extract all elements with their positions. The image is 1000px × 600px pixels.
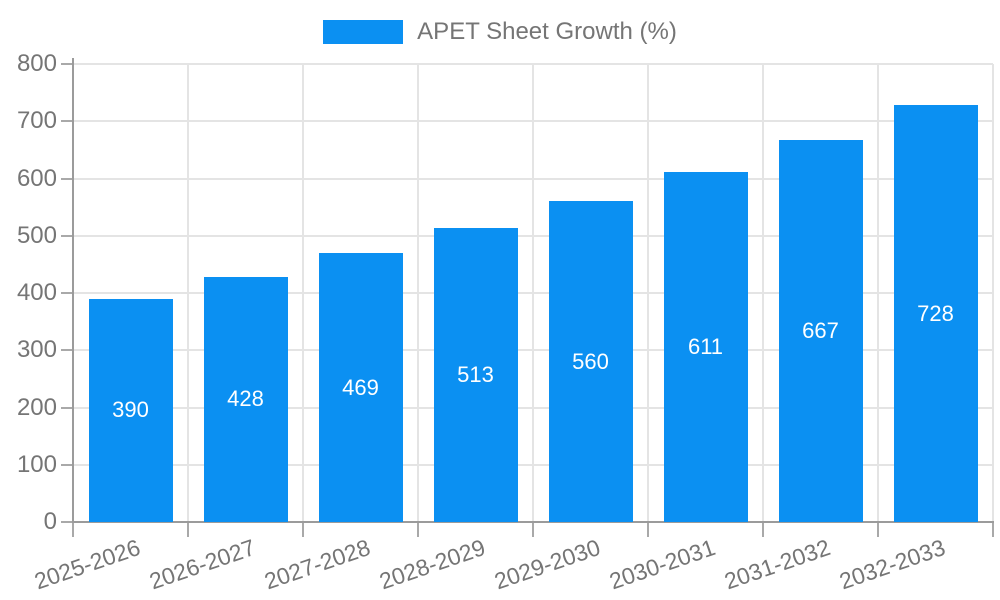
bar [88,298,173,522]
y-axis-tick [61,463,73,466]
gridline-vertical [302,64,304,522]
y-axis-tick [61,120,73,123]
bar [548,201,633,522]
bar-value-label: 667 [802,318,839,344]
bar [893,105,978,522]
y-axis-tick [61,521,73,523]
y-axis-tick-label: 0 [43,508,57,535]
y-axis-tick [61,292,73,294]
legend-swatch [323,20,404,44]
bar [203,276,288,522]
x-axis-tick [302,523,304,537]
x-axis-tick [72,523,74,537]
y-axis-tick [61,406,73,409]
legend-label: APET Sheet Growth (%) [417,18,677,45]
y-axis-tick-label: 500 [16,221,57,249]
gridline-vertical [992,64,994,522]
x-axis-tick [187,523,189,537]
y-axis-tick-label: 400 [16,279,57,306]
y-axis-tick-label: 200 [16,393,57,421]
bar [663,172,748,522]
y-axis-tick [61,177,73,180]
y-axis-tick-label: 800 [16,50,57,77]
bar-value-label: 560 [572,348,609,374]
bar-value-label: 469 [342,374,379,400]
x-axis-tick [762,523,764,537]
x-axis-tick [532,523,534,537]
y-axis-line [72,58,74,522]
gridline-vertical [532,64,534,522]
bar [433,228,518,522]
y-axis-tick-label: 700 [16,107,57,135]
y-axis-tick-label: 600 [16,164,57,192]
gridline-vertical [417,64,419,522]
gridline-vertical [647,64,649,522]
bar [778,140,863,522]
bar-value-label: 390 [112,397,149,423]
y-axis-tick [61,63,73,65]
y-axis-tick [61,234,73,237]
x-axis-tick [877,523,879,537]
x-axis-line [72,521,994,523]
y-axis-tick-label: 100 [16,450,57,478]
legend: APET Sheet Growth (%) [0,18,1000,46]
bar [318,253,403,522]
x-axis-tick [417,523,419,537]
gridline-vertical [877,64,879,522]
gridline-vertical [762,64,764,522]
gridline-vertical [187,64,189,522]
y-axis-tick [61,349,73,352]
bar-value-label: 728 [917,300,954,326]
bar-value-label: 428 [227,386,264,412]
x-axis-tick [647,523,649,537]
x-axis-tick [992,523,994,537]
bar-value-label: 611 [687,334,724,360]
bar-value-label: 513 [457,362,494,388]
plot-area: 0 100 200 300 400 500 600 700 800 390 2025-2026 428… [17,51,994,594]
y-axis-tick-label: 300 [16,336,57,364]
